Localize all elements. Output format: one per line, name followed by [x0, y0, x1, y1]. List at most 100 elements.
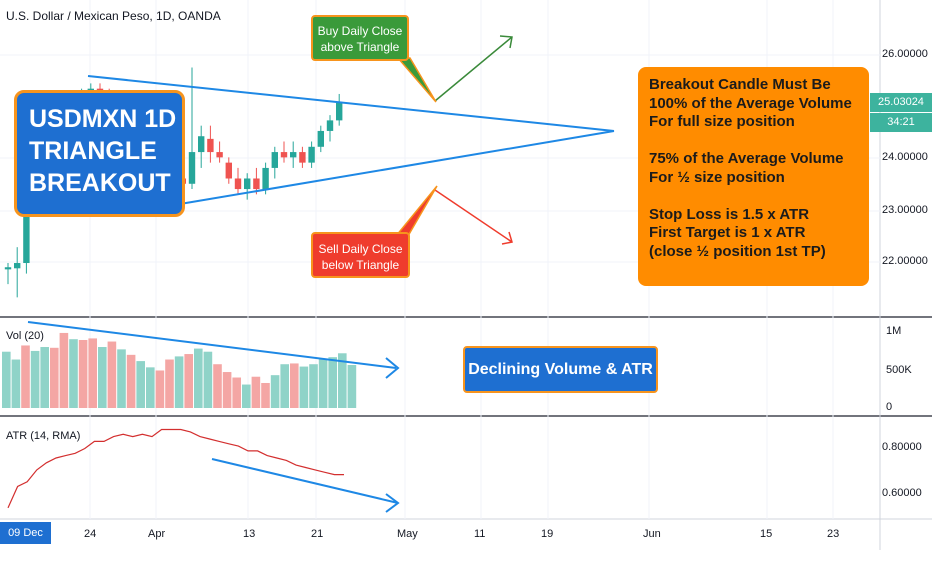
rules-line-2: 100% of the Average Volume: [649, 94, 852, 112]
volume-bar: [290, 363, 299, 408]
rules-line-7: [649, 187, 869, 206]
candle-body: [207, 138, 214, 153]
triangle-lower-trendline: [179, 130, 615, 205]
buy-line-1: Buy Daily Close: [317, 24, 403, 38]
atr-arrowhead: [385, 493, 400, 513]
candle-body: [271, 152, 278, 168]
buy-arrow-line: [434, 36, 513, 102]
triangle-upper-trendline: [87, 75, 615, 132]
buy-arrowhead: [499, 35, 513, 49]
volume-tick-label: 500K: [886, 364, 912, 376]
volume-bar: [270, 375, 280, 408]
candle-body: [216, 152, 223, 158]
volume-bar: [126, 354, 136, 408]
candle-body: [253, 178, 260, 190]
sell-arrow-line: [434, 189, 513, 243]
volume-note-callout: Declining Volume & ATR: [463, 346, 658, 393]
countdown-tag: 34:21: [870, 113, 932, 132]
atr-tick-label: 0.80000: [882, 441, 922, 453]
volume-trendline: [27, 321, 397, 369]
candle-body: [299, 152, 306, 163]
time-tick-label: May: [397, 528, 418, 540]
volume-bar: [117, 349, 126, 408]
volume-bar: [280, 364, 289, 408]
volume-bar: [232, 377, 241, 408]
volume-tick-label: 1M: [886, 325, 902, 337]
time-tick-label: 15: [760, 528, 773, 540]
candle-body: [317, 130, 324, 147]
rules-line-6: For ½ size position: [649, 168, 785, 186]
volume-bar: [40, 347, 49, 408]
volume-bar: [2, 351, 11, 408]
volume-panel-label: Vol (20): [6, 330, 44, 342]
volume-bar: [328, 357, 337, 408]
candle-body: [4, 267, 12, 270]
volume-bar: [299, 366, 309, 408]
volume-bar: [347, 365, 357, 408]
candle-body: [225, 162, 232, 179]
volume-bar: [165, 359, 174, 408]
chart-stage: U.S. Dollar / Mexican Peso, 1D, OANDA US…: [0, 0, 932, 550]
candle-body: [308, 146, 315, 163]
volume-bar: [30, 350, 40, 408]
rules-line-1: Breakout Candle Must Be: [649, 76, 831, 93]
price-tick-label: 22.00000: [882, 255, 928, 267]
sell-arrowhead: [501, 231, 513, 245]
candle-body: [188, 152, 196, 184]
title-callout: USDMXN 1D TRIANGLE BREAKOUT: [14, 90, 185, 217]
time-tick-label: 13: [243, 528, 256, 540]
buy-line-2: above Triangle: [320, 40, 400, 54]
volume-bar: [261, 382, 270, 408]
volume-bar: [155, 370, 165, 408]
atr-tick-label: 0.60000: [882, 487, 922, 499]
cursor-date-badge: 09 Dec '19: [0, 522, 51, 561]
buy-callout-pointer: [396, 57, 437, 103]
volume-bar: [213, 364, 222, 408]
title-line-2: TRIANGLE: [29, 137, 157, 165]
candle-body: [290, 152, 297, 158]
candle-body: [198, 136, 205, 153]
volume-bar: [136, 361, 145, 408]
atr-panel-label: ATR (14, RMA): [6, 430, 81, 442]
volume-tick-label: 0: [886, 401, 893, 413]
volume-bar: [194, 348, 203, 408]
volume-arrowhead: [385, 357, 400, 379]
buy-callout: Buy Daily Close above Triangle: [311, 15, 409, 61]
candle-body: [234, 178, 242, 190]
rules-line-3: For full size position: [649, 113, 795, 130]
candle-body: [336, 102, 343, 121]
volume-bar: [78, 339, 88, 408]
price-tick-label: 24.00000: [882, 151, 928, 163]
volume-bar: [50, 347, 59, 408]
candle-body: [14, 263, 21, 269]
price-tick-label: 26.00000: [882, 48, 928, 60]
volume-bar: [318, 358, 328, 408]
time-tick-label: 24: [84, 528, 97, 540]
time-tick-label: 23: [827, 528, 840, 540]
time-tick-label: 21: [311, 528, 324, 540]
price-tick-label: 23.00000: [882, 204, 928, 216]
volume-bar: [69, 339, 78, 408]
time-tick-label: 11: [474, 528, 486, 540]
sell-callout: Sell Daily Close below Triangle: [311, 232, 410, 278]
rules-line-10: (close ½ position 1st TP): [649, 242, 826, 260]
candle-body: [262, 167, 269, 190]
volume-bar: [146, 367, 155, 408]
volume-bar: [222, 372, 232, 408]
rules-line-4: [649, 132, 869, 151]
last-price-tag: 25.03024: [870, 93, 932, 112]
time-tick-label: Jun: [643, 528, 661, 540]
rules-line-9: First Target is 1 x ATR: [649, 224, 806, 241]
atr-line: [7, 428, 344, 509]
volume-bar: [242, 384, 251, 408]
volume-bar: [184, 354, 193, 408]
volume-bar: [107, 341, 117, 408]
volume-bar: [174, 356, 184, 408]
time-tick-label: Apr: [148, 528, 166, 540]
title-line-3: BREAKOUT: [29, 169, 171, 197]
volume-bar: [59, 332, 69, 408]
volume-bar: [338, 353, 347, 408]
sell-line-2: below Triangle: [321, 258, 400, 272]
volume-bar: [251, 376, 261, 408]
volume-bar: [98, 347, 107, 408]
